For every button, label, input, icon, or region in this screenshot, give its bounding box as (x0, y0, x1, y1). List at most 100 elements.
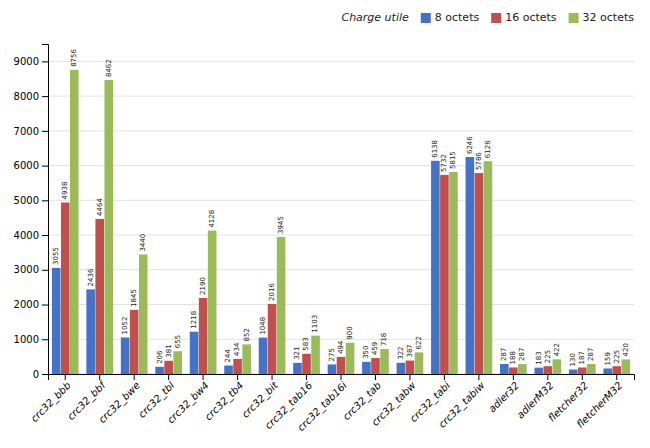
data-label: 434 (233, 342, 241, 356)
bar (208, 231, 217, 374)
data-label: 1048 (259, 317, 267, 335)
legend-label: 8 octets (435, 11, 480, 24)
legend: Charge utile8 octets16 octets32 octets (341, 11, 634, 24)
data-label: 420 (622, 343, 630, 356)
y-axis: 0100020003000400050006000700080009000 (14, 45, 49, 380)
data-label: 5732 (440, 154, 448, 172)
x-tick-mark (375, 374, 376, 380)
bar (155, 367, 164, 374)
x-tick-mark (168, 374, 169, 380)
data-label: 4464 (96, 198, 104, 216)
legend-label: 32 octets (583, 11, 635, 24)
y-tick-mark (42, 131, 48, 132)
bar (293, 363, 302, 374)
data-label: 322 (397, 346, 405, 359)
x-tick-label: fletcherM32 (574, 380, 624, 430)
grid-line (48, 200, 634, 201)
y-tick-label: 0 (33, 369, 39, 380)
y-axis-line (42, 45, 49, 375)
chart-container: 3055243610522061218244104832127535032261… (0, 0, 650, 448)
bar (612, 366, 621, 374)
data-label: 287 (500, 348, 508, 361)
data-label: 6138 (431, 140, 439, 158)
y-tick-mark (42, 339, 48, 340)
data-label: 900 (346, 326, 354, 339)
data-label: 1103 (311, 315, 319, 333)
bars (52, 70, 630, 374)
data-label: 852 (243, 328, 251, 341)
bar (397, 363, 406, 374)
data-label: 655 (174, 335, 182, 348)
y-tick-label: 4000 (14, 230, 39, 241)
y-tick-label: 3000 (14, 264, 39, 275)
x-tick-mark (272, 374, 273, 380)
data-label: 183 (535, 351, 543, 364)
grid-line (48, 96, 634, 97)
data-label: 459 (371, 342, 379, 355)
data-label: 622 (415, 336, 423, 349)
x-axis-line (49, 375, 635, 381)
y-tick-mark (42, 270, 48, 271)
bar (233, 359, 242, 374)
y-tick: 7000 (14, 126, 48, 137)
data-labels: 3055243610522061218244104832127535032261… (52, 48, 630, 366)
grid-line (48, 61, 634, 62)
data-label: 159 (604, 352, 612, 365)
bar (500, 364, 509, 374)
data-label: 350 (362, 345, 370, 358)
bar (578, 368, 587, 374)
bar (104, 80, 113, 374)
y-tick-label: 8000 (14, 91, 39, 102)
y-tick-label: 5000 (14, 195, 39, 206)
data-label: 381 (165, 344, 173, 357)
bar (139, 255, 148, 374)
legend-entry: 16 octets (491, 11, 557, 24)
data-label: 2436 (87, 268, 95, 286)
bar (259, 338, 268, 374)
y-tick-mark (42, 61, 48, 62)
data-label: 422 (553, 343, 561, 356)
bar (406, 361, 415, 374)
data-label: 2016 (268, 283, 276, 301)
data-label: 718 (380, 333, 388, 346)
bar (61, 202, 70, 374)
bar (544, 366, 553, 374)
data-label: 4128 (208, 210, 216, 228)
data-label: 188 (509, 351, 517, 364)
data-label: 6126 (484, 140, 492, 158)
x-axis: crc32_bbbcrc32_bbfcrc32_bwecrc32_tblcrc3… (29, 374, 635, 434)
x-tick-mark (513, 374, 514, 380)
bar (362, 362, 371, 374)
y-tick-label: 6000 (14, 160, 39, 171)
x-tick-label: crc32_bw4 (165, 380, 211, 426)
data-label: 275 (328, 348, 336, 361)
bar (121, 337, 130, 374)
y-tick-mark (42, 200, 48, 201)
data-label: 3945 (277, 216, 285, 234)
bar (475, 173, 484, 374)
bar (509, 367, 518, 374)
x-tick-mark (65, 374, 66, 380)
bar (130, 310, 139, 374)
data-label: 2190 (199, 277, 207, 295)
x-tick: adler32 (486, 374, 521, 414)
x-tick-mark (306, 374, 307, 380)
x-tick: crc32_bwe (96, 374, 142, 426)
data-label: 3440 (139, 234, 147, 252)
legend-entry: 32 octets (569, 11, 635, 24)
x-tick: crc32_tab16i (295, 374, 349, 434)
y-tick: 4000 (14, 230, 48, 241)
y-tick-label: 2000 (14, 299, 39, 310)
bar (95, 219, 104, 374)
y-tick-label: 7000 (14, 126, 39, 137)
bar (302, 354, 311, 374)
bar (337, 357, 346, 374)
data-label: 244 (224, 349, 232, 363)
legend-swatch (569, 13, 579, 23)
data-label: 494 (337, 340, 345, 354)
x-tick-mark (478, 374, 479, 380)
bar (431, 161, 440, 374)
grid-line (48, 130, 634, 131)
bar (70, 70, 79, 374)
legend-entry: 8 octets (421, 11, 480, 24)
